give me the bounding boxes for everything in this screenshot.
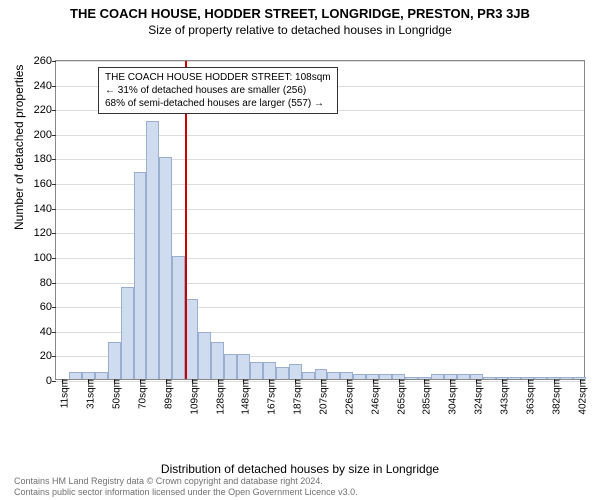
chart-area: 02040608010012014016018020022024026011sq… bbox=[55, 60, 585, 430]
xtick-label: 70sqm bbox=[132, 379, 149, 409]
histogram-bar bbox=[263, 362, 276, 379]
xtick-label: 265sqm bbox=[390, 379, 407, 415]
histogram-bar bbox=[224, 354, 237, 379]
ytick-label: 140 bbox=[34, 203, 56, 215]
histogram-bar bbox=[159, 157, 172, 379]
xtick-label: 31sqm bbox=[80, 379, 97, 409]
x-axis-label: Distribution of detached houses by size … bbox=[0, 462, 600, 476]
annotation-line: 68% of semi-detached houses are larger (… bbox=[105, 97, 331, 110]
xtick-label: 50sqm bbox=[106, 379, 123, 409]
histogram-bar bbox=[146, 121, 159, 379]
gridline bbox=[56, 159, 584, 160]
plot-region: 02040608010012014016018020022024026011sq… bbox=[55, 60, 585, 380]
histogram-bar bbox=[237, 354, 250, 379]
ytick-label: 220 bbox=[34, 104, 56, 116]
ytick-label: 200 bbox=[34, 129, 56, 141]
ytick-label: 240 bbox=[34, 80, 56, 92]
histogram-bar bbox=[276, 367, 289, 379]
xtick-label: 226sqm bbox=[338, 379, 355, 415]
ytick-label: 260 bbox=[34, 55, 56, 67]
xtick-label: 128sqm bbox=[209, 379, 226, 415]
xtick-label: 343sqm bbox=[493, 379, 510, 415]
xtick-label: 304sqm bbox=[442, 379, 459, 415]
xtick-label: 207sqm bbox=[313, 379, 330, 415]
footer-attribution: Contains HM Land Registry data © Crown c… bbox=[14, 476, 358, 498]
xtick-label: 402sqm bbox=[571, 379, 588, 415]
footer-line: Contains public sector information licen… bbox=[14, 487, 358, 498]
histogram-bar bbox=[340, 372, 353, 379]
ytick-label: 100 bbox=[34, 252, 56, 264]
histogram-bar bbox=[198, 332, 211, 379]
histogram-bar bbox=[289, 364, 302, 379]
page-title: THE COACH HOUSE, HODDER STREET, LONGRIDG… bbox=[0, 0, 600, 21]
histogram-bar bbox=[95, 372, 108, 379]
annotation-line: ← 31% of detached houses are smaller (25… bbox=[105, 84, 331, 97]
histogram-bar bbox=[172, 256, 185, 379]
histogram-bar bbox=[134, 172, 147, 379]
histogram-bar bbox=[327, 372, 340, 379]
ytick-label: 40 bbox=[40, 326, 56, 338]
ytick-label: 20 bbox=[40, 350, 56, 362]
ytick-label: 120 bbox=[34, 227, 56, 239]
histogram-bar bbox=[82, 372, 95, 379]
annotation-line: THE COACH HOUSE HODDER STREET: 108sqm bbox=[105, 71, 331, 84]
xtick-label: 89sqm bbox=[157, 379, 174, 409]
xtick-label: 187sqm bbox=[287, 379, 304, 415]
xtick-label: 324sqm bbox=[468, 379, 485, 415]
histogram-bar bbox=[250, 362, 263, 379]
histogram-bar bbox=[211, 342, 224, 379]
histogram-bar bbox=[69, 372, 82, 379]
y-axis-label: Number of detached properties bbox=[12, 65, 26, 230]
ytick-label: 60 bbox=[40, 301, 56, 313]
histogram-bar bbox=[108, 342, 121, 379]
histogram-bar bbox=[302, 372, 315, 379]
ytick-label: 80 bbox=[40, 277, 56, 289]
histogram-bar bbox=[315, 369, 328, 379]
xtick-label: 167sqm bbox=[261, 379, 278, 415]
xtick-label: 363sqm bbox=[519, 379, 536, 415]
annotation-box: THE COACH HOUSE HODDER STREET: 108sqm← 3… bbox=[98, 67, 338, 114]
xtick-label: 148sqm bbox=[235, 379, 252, 415]
histogram-bar bbox=[121, 287, 134, 379]
gridline bbox=[56, 135, 584, 136]
ytick-label: 180 bbox=[34, 153, 56, 165]
footer-line: Contains HM Land Registry data © Crown c… bbox=[14, 476, 358, 487]
xtick-label: 246sqm bbox=[364, 379, 381, 415]
gridline bbox=[56, 61, 584, 62]
ytick-label: 160 bbox=[34, 178, 56, 190]
xtick-label: 11sqm bbox=[54, 379, 71, 408]
xtick-label: 382sqm bbox=[545, 379, 562, 415]
xtick-label: 285sqm bbox=[416, 379, 433, 415]
xtick-label: 109sqm bbox=[183, 379, 200, 415]
page-subtitle: Size of property relative to detached ho… bbox=[0, 21, 600, 37]
